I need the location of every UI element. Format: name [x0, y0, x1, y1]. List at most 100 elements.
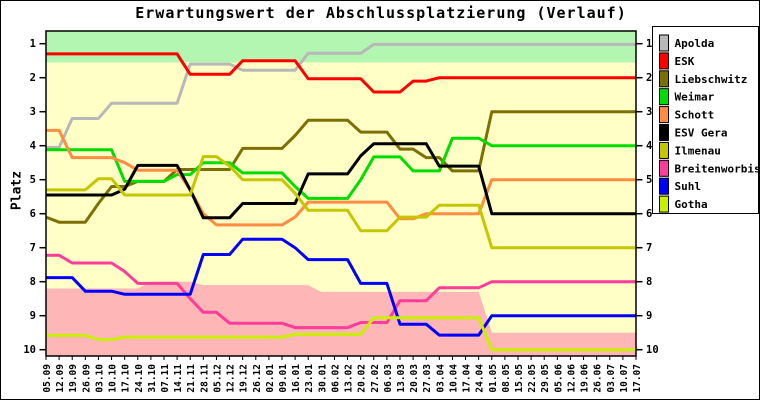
x-tick-label: 06.03: [383, 364, 394, 393]
legend-label-ilmenau: Ilmenau: [675, 144, 721, 157]
x-tick-label: 19.12: [239, 364, 250, 393]
legend-label-suhl: Suhl: [675, 180, 702, 193]
x-tick-label: 20.03: [409, 364, 420, 393]
y-tick-label: 2: [646, 72, 652, 84]
x-tick-label: 05.12: [212, 364, 223, 393]
chart-title: Erwartungswert der Abschlussplatzierung …: [135, 4, 627, 22]
legend-label-gotha: Gotha: [675, 198, 708, 211]
x-tick-label: 09.01: [278, 364, 289, 393]
x-tick-label: 10.07: [619, 364, 630, 393]
x-tick-label: 27.03: [422, 364, 433, 393]
x-tick-label: 12.06: [566, 364, 577, 393]
x-tick-label: 16.01: [291, 364, 302, 393]
series-line-apolda: [46, 42, 636, 149]
promotion-band: [46, 31, 636, 63]
x-tick-label: 24.04: [475, 364, 486, 393]
y-tick-label: 1: [646, 38, 652, 50]
series-line-weimar: [46, 136, 636, 200]
y-tick-label: 8: [646, 276, 652, 288]
legend-label-breitenworbis: Breitenworbis: [675, 162, 760, 175]
y-tick-label: 9: [30, 310, 36, 322]
x-tick-label: 14.11: [173, 364, 184, 393]
y-tick-label: 7: [30, 242, 36, 254]
series-line-ilmenau: [46, 155, 636, 250]
x-tick-label: 19.09: [68, 364, 79, 393]
y-tick-label: 6: [646, 208, 652, 220]
x-tick-label: 26.06: [593, 364, 604, 393]
legend-swatch-schott: [659, 106, 669, 124]
x-tick-label: 20.02: [357, 364, 368, 393]
y-tick-label: 3: [646, 106, 652, 118]
y-tick-label: 6: [30, 208, 36, 220]
x-tick-label: 13.03: [396, 364, 407, 393]
legend-box: [652, 26, 759, 214]
x-tick-label: 26.09: [81, 364, 92, 393]
legend-swatch-breitenworbis: [659, 159, 669, 177]
x-tick-label: 19.06: [580, 364, 591, 393]
series-line-gotha: [46, 316, 636, 352]
x-tick-label: 23.01: [304, 364, 315, 393]
x-tick-label: 30.01: [317, 364, 328, 393]
x-tick-label: 03.07: [606, 364, 617, 393]
x-tick-label: 22.05: [527, 364, 538, 393]
y-tick-label: 3: [30, 106, 36, 118]
legend-label-apolda: Apolda: [675, 37, 715, 50]
x-tick-label: 17.07: [632, 364, 643, 393]
x-tick-label: 06.02: [330, 364, 341, 393]
x-tick-label: 10.04: [448, 364, 459, 393]
x-tick-label: 12.09: [55, 364, 66, 393]
legend-swatch-apolda: [659, 34, 669, 52]
x-tick-label: 08.05: [501, 364, 512, 393]
legend-swatch-weimar: [659, 88, 669, 106]
legend-label-schott: Schott: [675, 109, 715, 122]
x-tick-label: 31.10: [147, 364, 158, 393]
x-tick-label: 28.11: [199, 364, 210, 393]
legend-swatch-esk: [659, 52, 669, 70]
x-tick-label: 10.10: [108, 364, 119, 393]
series-line-breitenworbis: [46, 253, 636, 330]
x-tick-label: 05.06: [553, 364, 564, 393]
x-tick-label: 03.04: [435, 364, 446, 393]
series-line-esk: [46, 52, 636, 94]
legend-label-weimar: Weimar: [675, 91, 715, 104]
legend-label-liebschwitz: Liebschwitz: [675, 73, 748, 86]
x-tick-label: 12.12: [226, 364, 237, 393]
x-tick-label: 13.02: [344, 364, 355, 393]
x-tick-label: 02.01: [265, 364, 276, 393]
x-tick-label: 29.05: [540, 364, 551, 393]
y-tick-label: 8: [30, 276, 36, 288]
x-tick-label: 27.02: [370, 364, 381, 393]
y-tick-label: 9: [646, 310, 652, 322]
y-tick-label: 10: [646, 344, 659, 356]
y-tick-label: 7: [646, 242, 652, 254]
legend-swatch-esv-gera: [659, 124, 669, 141]
series-line-esv-gera: [46, 142, 636, 220]
y-axis-label: Platz: [9, 170, 25, 211]
y-tick-label: 4: [646, 140, 652, 152]
y-tick-label: 2: [30, 72, 36, 84]
legend-swatch-suhl: [659, 177, 669, 195]
x-tick-label: 24.10: [134, 364, 145, 393]
x-tick-label: 26.12: [252, 364, 263, 393]
x-tick-label: 21.11: [186, 364, 197, 393]
y-tick-label: 10: [23, 344, 36, 356]
legend-swatch-gotha: [659, 195, 669, 213]
x-tick-label: 03.10: [94, 364, 105, 393]
x-tick-label: 05.09: [42, 364, 53, 393]
legend-label-esk: ESK: [675, 55, 695, 68]
legend-label-esv-gera: ESV Gera: [675, 127, 728, 140]
x-tick-label: 17.04: [462, 364, 473, 393]
y-tick-label: 5: [646, 174, 652, 186]
x-tick-label: 15.05: [514, 364, 525, 393]
series-line-schott: [46, 128, 636, 227]
x-tick-label: 07.11: [160, 364, 171, 393]
x-tick-label: 01.05: [488, 364, 499, 393]
plot-border: [45, 30, 637, 357]
x-tick-label: 17.10: [121, 364, 132, 393]
series-line-suhl: [46, 237, 636, 337]
legend-swatch-liebschwitz: [659, 70, 669, 88]
y-tick-label: 4: [30, 140, 36, 152]
legend-swatch-ilmenau: [659, 141, 669, 159]
